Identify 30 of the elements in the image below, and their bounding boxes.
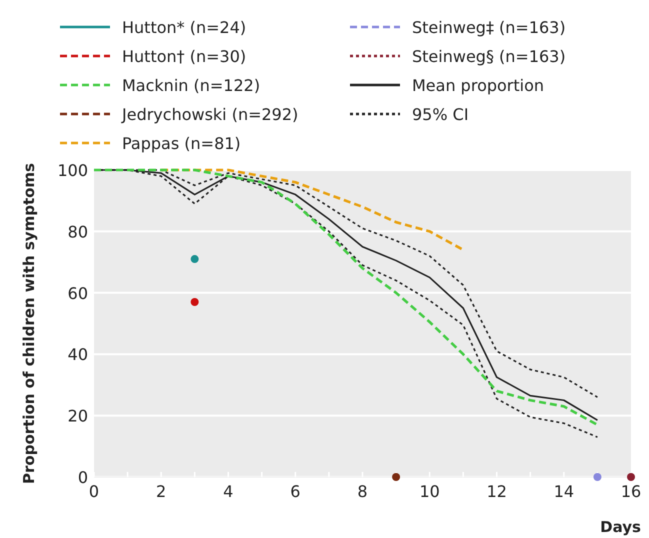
x-tick-label: 16 xyxy=(620,482,642,501)
point xyxy=(392,473,400,481)
point xyxy=(190,255,199,264)
x-tick-label: 0 xyxy=(88,482,100,501)
point xyxy=(190,298,199,306)
x-tick-label: 10 xyxy=(419,482,440,501)
y-tick-label: 80 xyxy=(68,222,88,242)
x-tick-label: 6 xyxy=(290,482,300,501)
legend-label: 95% CI xyxy=(412,105,469,124)
x-axis-title: Days xyxy=(600,518,642,536)
legend-label: Mean proportion xyxy=(412,76,544,95)
x-tick-label: 12 xyxy=(486,482,507,501)
point xyxy=(593,473,602,481)
legend-label: Pappas (n=81) xyxy=(122,134,241,153)
legend-label: Steinweg§ (n=163) xyxy=(412,47,566,66)
x-tick-label: 8 xyxy=(357,482,368,501)
legend-label: Steinweg‡ (n=163) xyxy=(412,18,566,37)
x-tick-label: 2 xyxy=(156,482,166,501)
y-tick-label: 0 xyxy=(78,468,88,487)
y-tick-label: 40 xyxy=(68,345,88,364)
x-tick-label: 4 xyxy=(223,482,234,501)
legend-label: Macknin (n=122) xyxy=(122,76,260,95)
legend-label: Hutton† (n=30) xyxy=(122,47,246,66)
x-tick-label: 14 xyxy=(554,482,574,501)
legend-label: Hutton* (n=24) xyxy=(122,18,246,37)
y-tick-label: 100 xyxy=(57,161,88,180)
legend-label: Jedrychowski (n=292) xyxy=(121,105,298,124)
y-tick-label: 60 xyxy=(68,284,88,303)
y-axis-title: Proportion of children with symptoms xyxy=(20,162,38,484)
y-tick-label: 20 xyxy=(68,406,88,426)
